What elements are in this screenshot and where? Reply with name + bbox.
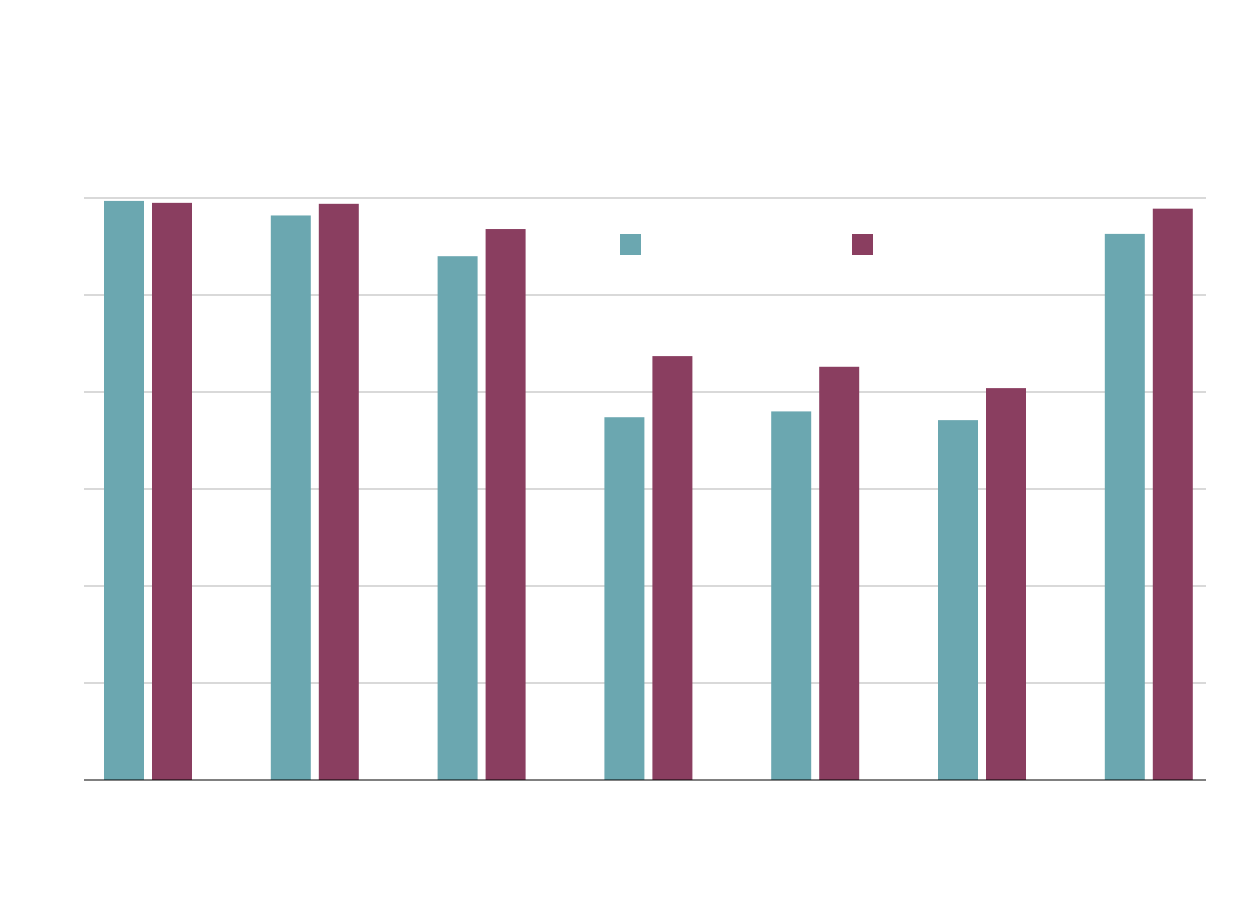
bar <box>270 215 311 780</box>
bar <box>485 229 526 781</box>
bar <box>938 420 978 780</box>
bar <box>819 366 860 780</box>
bar <box>986 388 1026 780</box>
bar <box>318 203 359 780</box>
bar <box>1152 208 1193 781</box>
bar <box>104 200 144 780</box>
bar <box>652 356 693 780</box>
legend-swatch <box>620 234 641 255</box>
bar <box>1104 233 1145 780</box>
bar <box>771 411 812 780</box>
bar <box>437 256 478 780</box>
bar <box>604 417 645 780</box>
legend-swatch <box>852 234 873 255</box>
bar <box>152 202 192 781</box>
